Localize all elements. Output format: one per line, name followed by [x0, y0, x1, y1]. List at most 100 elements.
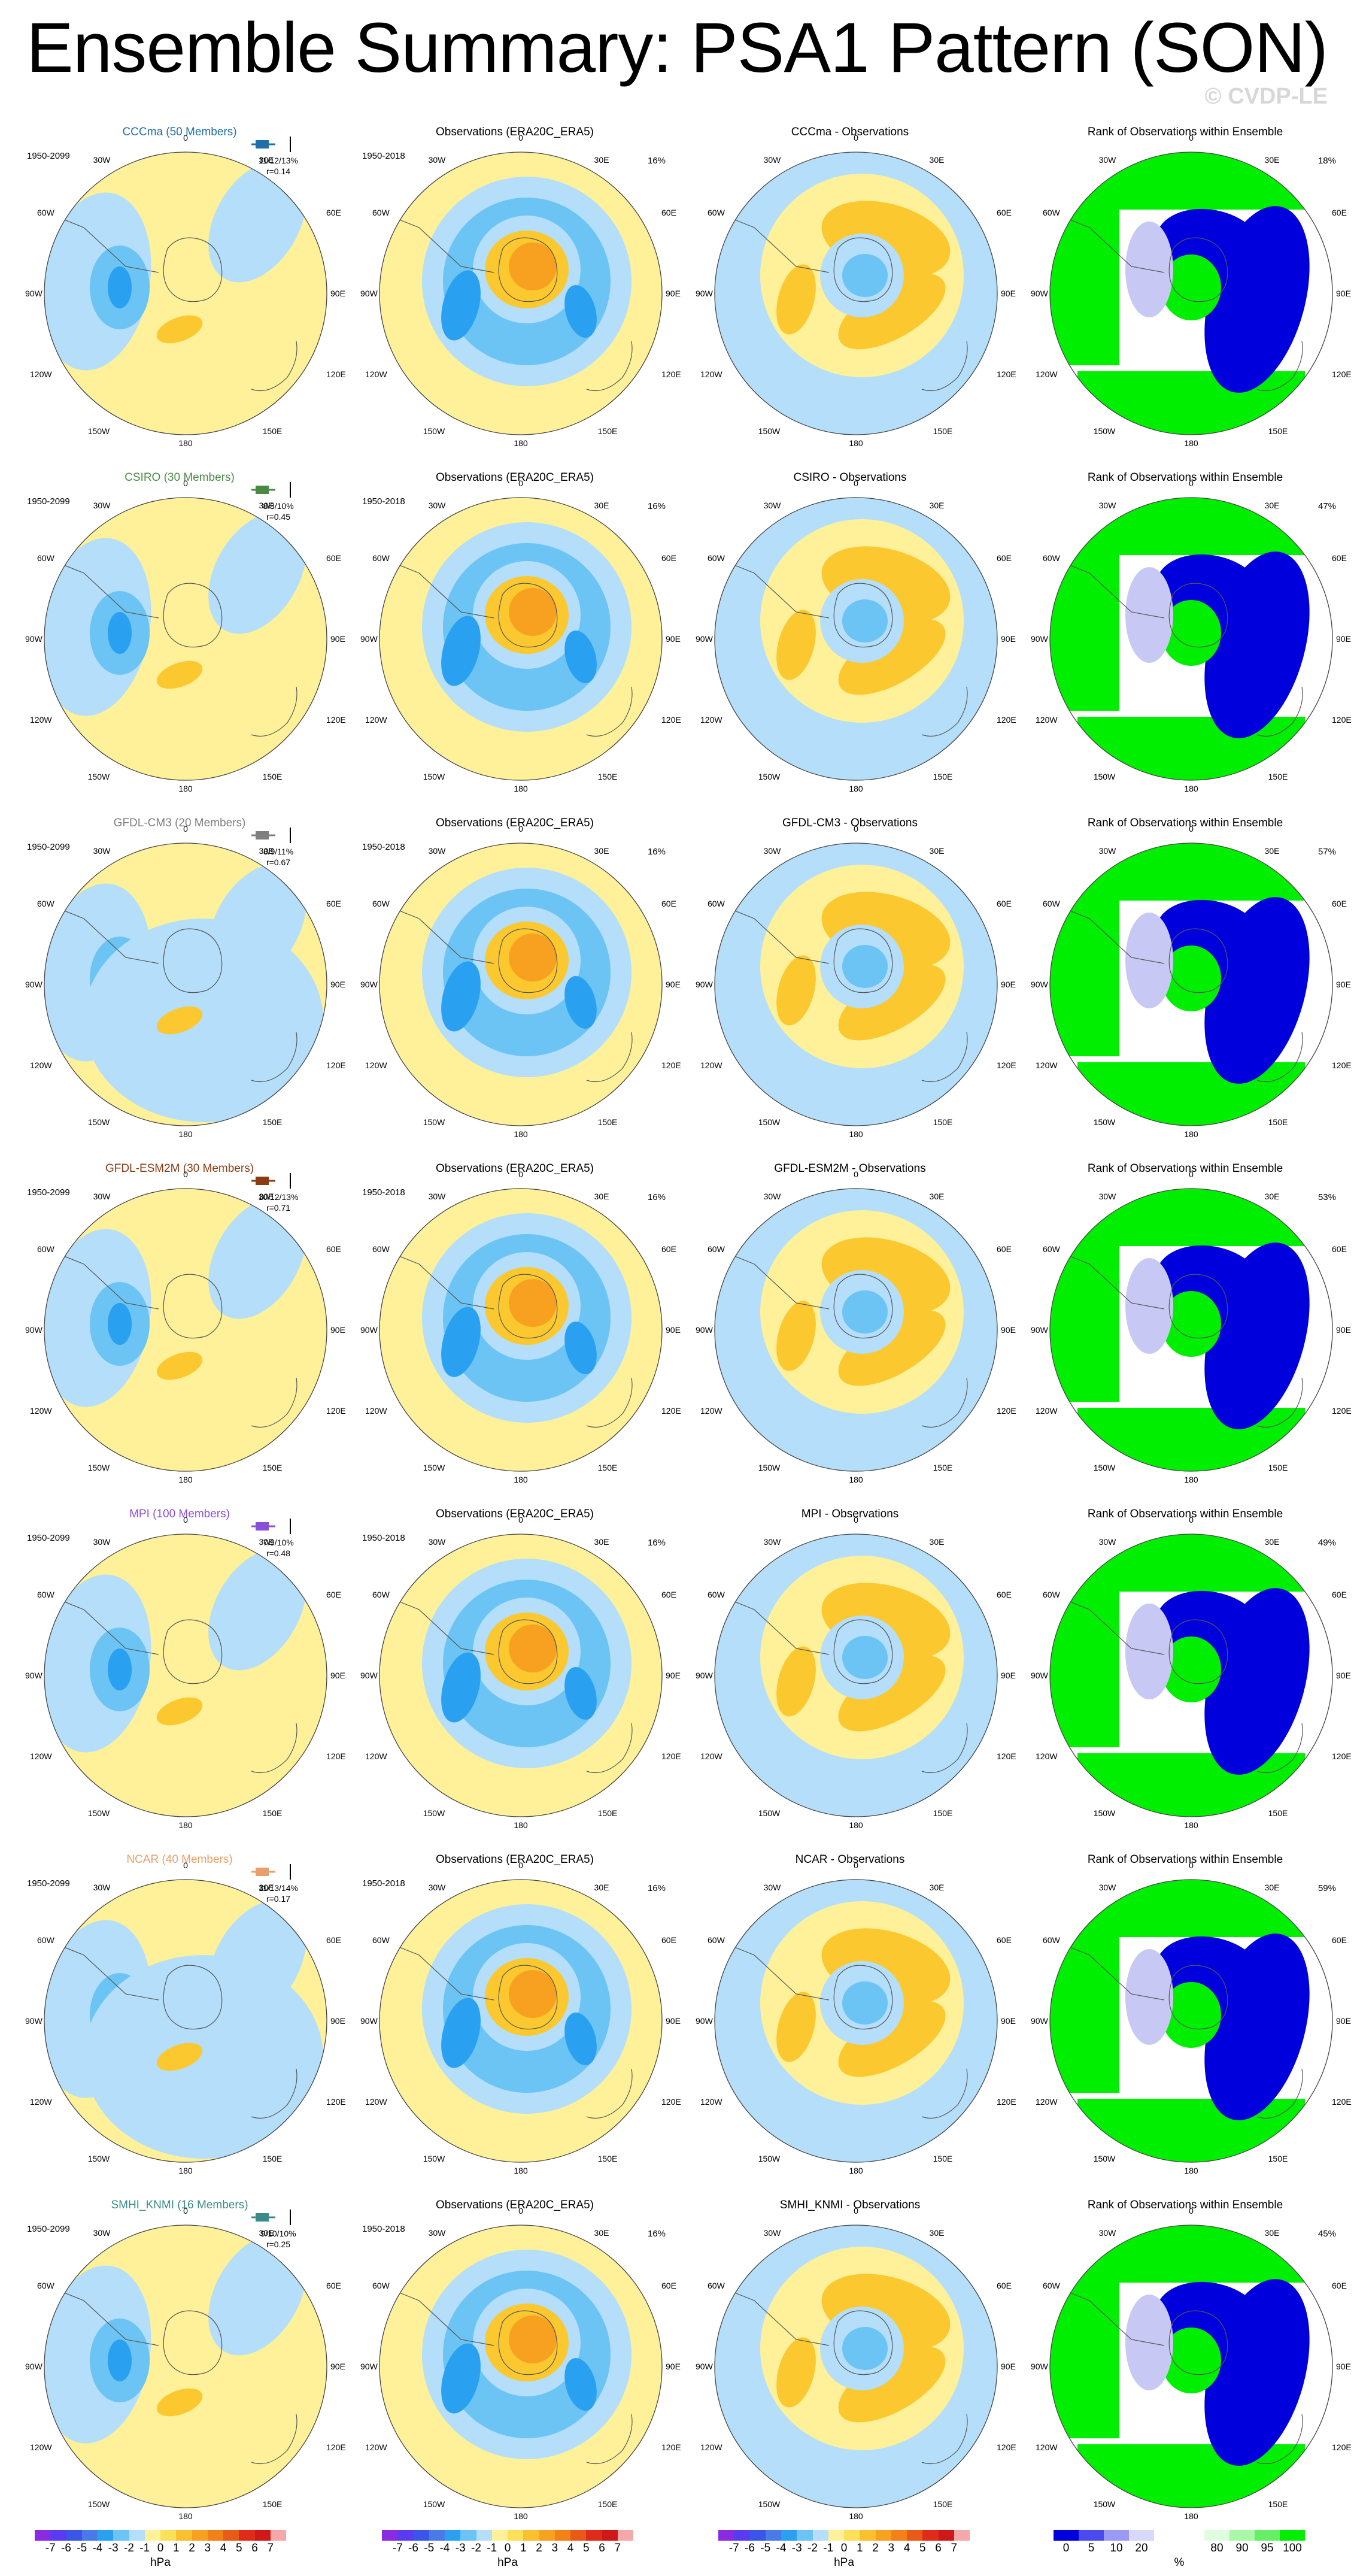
positive-anomaly	[838, 2346, 946, 2423]
whisker-box	[256, 2213, 269, 2222]
longitude-label: 150W	[423, 2499, 445, 2509]
colorbar-tick-label: -4	[92, 2542, 103, 2554]
polar-map: 0 30W 30E 60W 60E 90W 90E 120W 120E 150W 150E 180	[1031, 824, 1352, 1139]
longitude-label: 90E	[666, 289, 681, 298]
longitude-label: 120W	[700, 1751, 722, 1761]
antarctica-outline	[833, 1965, 893, 2030]
longitude-label: 30E	[594, 1883, 609, 1892]
variance-percent: 16%	[647, 1538, 666, 1548]
longitude-label: 150W	[88, 1117, 110, 1127]
colorbar-swatch	[860, 2530, 876, 2541]
map-boundary	[379, 2225, 663, 2508]
positive-anomaly	[838, 273, 946, 350]
longitude-label: 120W	[30, 1751, 52, 1761]
longitude-label: 90W	[360, 980, 378, 989]
longitude-label: 120W	[30, 369, 52, 379]
longitude-label: 60W	[708, 208, 725, 217]
longitude-label: 30W	[764, 1537, 782, 1547]
ensemble-spread-inset: 11/12/13% r=0.14	[248, 135, 302, 177]
longitude-label: 60E	[661, 208, 676, 217]
longitude-label: 30W	[93, 155, 111, 165]
longitude-label: 30E	[259, 1883, 274, 1892]
negative-anomaly	[108, 612, 132, 654]
colorbar-swatch	[508, 2530, 524, 2541]
antarctica-outline	[833, 583, 893, 648]
longitude-label: 120E	[997, 1751, 1016, 1761]
positive-anomaly	[776, 1992, 816, 2062]
australia-outline	[251, 1032, 297, 1083]
longitude-label: 150E	[1268, 2499, 1288, 2509]
whisker-plot	[251, 1519, 291, 1534]
longitude-label: 0	[854, 133, 858, 143]
colorbar-swatch	[66, 2530, 82, 2541]
longitude-label: 180	[1184, 784, 1198, 793]
rank-high	[1050, 555, 1119, 711]
longitude-label: 60E	[661, 1244, 676, 1254]
colorbar-swatch	[922, 2530, 939, 2541]
longitude-label: 150E	[598, 1808, 618, 1818]
longitude-label: 150W	[758, 2154, 781, 2163]
year-range: 1950-2099	[27, 1878, 70, 1889]
colorbar-tick-label: 0	[157, 2542, 164, 2554]
colorbar-cells	[35, 2530, 286, 2541]
longitude-label: 0	[1189, 2206, 1194, 2216]
longitude-label: 30W	[429, 1883, 447, 1892]
longitude-label: 0	[518, 1860, 523, 1870]
longitude-label: 60W	[37, 1935, 55, 1945]
longitude-label: 90W	[360, 2016, 378, 2026]
colorbar-tick-label: 5	[582, 2542, 590, 2554]
colorbar-swatch	[176, 2530, 192, 2541]
map-boundary	[44, 842, 327, 1126]
antarctica-outline	[498, 237, 558, 302]
positive-anomaly	[156, 315, 203, 344]
longitude-label: 30W	[429, 1192, 447, 1201]
longitude-label: 150W	[423, 1117, 445, 1127]
australia-outline	[1256, 1032, 1303, 1083]
longitude-label: 60W	[1043, 2281, 1061, 2290]
australia-outline	[251, 2068, 297, 2119]
longitude-label: 120W	[365, 2097, 387, 2107]
longitude-label: 90E	[666, 980, 681, 989]
longitude-label: 120E	[661, 2097, 681, 2107]
panel-diff: GFDL-ESM2M - Observations 0 30W 30E 60W 60E 90…	[682, 1156, 1018, 1501]
longitude-label: 60E	[1332, 553, 1347, 563]
longitude-label: 90E	[1001, 289, 1016, 298]
positive-anomaly	[838, 1310, 946, 1386]
antarctica-outline	[1168, 1965, 1228, 2030]
panel-title: GFDL-CM3 - Observations	[782, 817, 918, 829]
antarctica-outline	[163, 1965, 223, 2030]
longitude-label: 30E	[930, 1537, 945, 1547]
panel-title: MPI - Observations	[801, 1508, 899, 1520]
longitude-label: 60W	[372, 553, 390, 563]
panel-title: Observations (ERA20C_ERA5)	[436, 1162, 594, 1175]
longitude-label: 150W	[88, 1808, 110, 1818]
longitude-label: 0	[1189, 1169, 1194, 1179]
panel-model: CCCma (50 Members) 1950-2099 11/12/13% r=0.…	[12, 120, 347, 464]
colorbar-tick-label: 7	[614, 2542, 621, 2554]
panel-title: Observations (ERA20C_ERA5)	[436, 817, 594, 829]
rank-percent: 45%	[1317, 2229, 1336, 2239]
rank-high	[1050, 2283, 1119, 2438]
longitude-label: 0	[518, 1169, 523, 1179]
colorbar-cells	[718, 2530, 970, 2541]
longitude-label: 90W	[25, 1671, 43, 1680]
australia-outline	[586, 1032, 633, 1083]
longitude-label: 60W	[37, 1244, 55, 1254]
longitude-label: 120W	[1036, 369, 1058, 379]
longitude-label: 120W	[700, 715, 722, 725]
longitude-label: 90W	[1031, 2362, 1049, 2371]
longitude-label: 150E	[598, 1463, 618, 1472]
longitude-label: 60E	[997, 1244, 1012, 1254]
longitude-label: 120W	[1036, 2442, 1058, 2452]
longitude-label: 90E	[1336, 289, 1351, 298]
longitude-label: 0	[518, 478, 523, 488]
australia-outline	[1256, 341, 1303, 392]
longitude-label: 30E	[259, 1192, 274, 1201]
australia-outline	[921, 341, 968, 392]
positive-anomaly	[156, 1006, 203, 1035]
rank-high	[1161, 945, 1221, 1011]
longitude-label: 180	[514, 2166, 528, 2175]
panel-title: NCAR (40 Members)	[126, 1853, 233, 1866]
longitude-label: 0	[1189, 1860, 1194, 1870]
pattern-correlation: r=0.71	[266, 1203, 291, 1213]
